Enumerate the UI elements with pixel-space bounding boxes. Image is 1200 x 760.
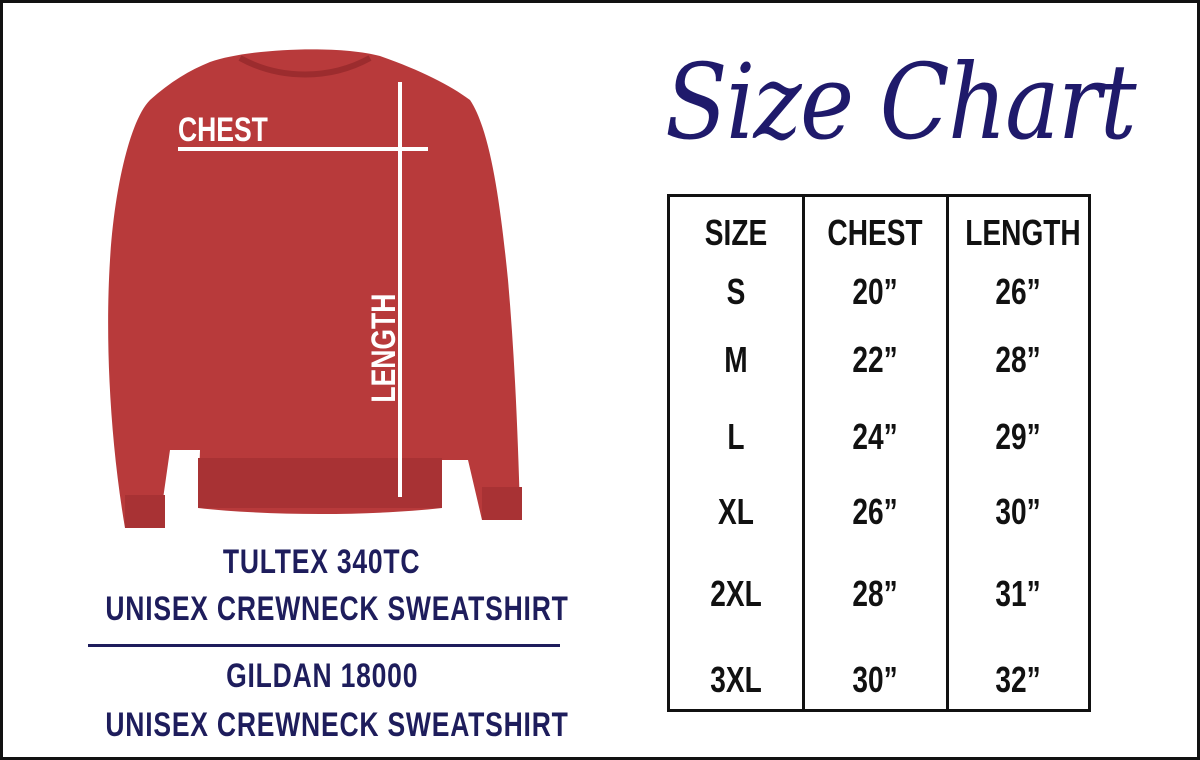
cell-size: M <box>724 339 748 380</box>
size-table: SIZE S M L XL 2XL 3XL CHEST 20” 22” 24” … <box>667 194 1091 712</box>
page-title-text: Size Chart <box>665 41 1137 163</box>
header-chest: CHEST <box>827 212 924 253</box>
chest-label: CHEST <box>178 111 268 149</box>
column-divider <box>802 197 805 709</box>
cell-length: 32” <box>995 659 1042 700</box>
cell-length: 30” <box>995 491 1042 532</box>
cell-size: 2XL <box>710 573 762 614</box>
header-length: LENGTH <box>965 212 1081 253</box>
cell-length: 31” <box>995 573 1042 614</box>
sweatshirt-right-cuff <box>482 487 522 520</box>
cell-size: L <box>727 416 745 457</box>
cell-size: S <box>726 271 746 312</box>
cell-chest: 22” <box>852 339 899 380</box>
length-label: LENGTH <box>365 293 403 403</box>
sweatshirt-illustration <box>108 49 522 529</box>
chest-column: CHEST 20” 22” 24” 26” 28” 30” <box>805 197 946 709</box>
sweatshirt-left-cuff <box>125 495 165 528</box>
sweatshirt-body <box>108 49 520 529</box>
cell-chest: 30” <box>852 659 899 700</box>
sweatshirt-collar <box>238 55 372 78</box>
product-2-name: GILDAN 18000 <box>225 657 419 695</box>
cell-length: 26” <box>995 271 1042 312</box>
cell-chest: 28” <box>852 573 899 614</box>
product-divider <box>88 644 560 647</box>
cell-size: XL <box>718 491 754 532</box>
sweatshirt-waistband <box>198 458 442 508</box>
cell-chest: 26” <box>852 491 899 532</box>
product-2-description: UNISEX CREWNECK SWEATSHIRT <box>105 706 569 744</box>
product-1-name: TULTEX 340TC <box>223 543 421 581</box>
cell-chest: 24” <box>852 416 899 457</box>
page-title: Size Chart <box>612 45 1188 160</box>
size-column: SIZE S M L XL 2XL 3XL <box>670 197 802 709</box>
column-divider <box>946 197 949 709</box>
cell-size: 3XL <box>710 659 762 700</box>
cell-length: 28” <box>995 339 1042 380</box>
length-column: LENGTH 26” 28” 29” 30” 31” 32” <box>949 197 1088 709</box>
product-1-description: UNISEX CREWNECK SWEATSHIRT <box>105 590 569 628</box>
cell-chest: 20” <box>852 271 899 312</box>
header-size: SIZE <box>704 212 768 253</box>
cell-length: 29” <box>995 416 1042 457</box>
